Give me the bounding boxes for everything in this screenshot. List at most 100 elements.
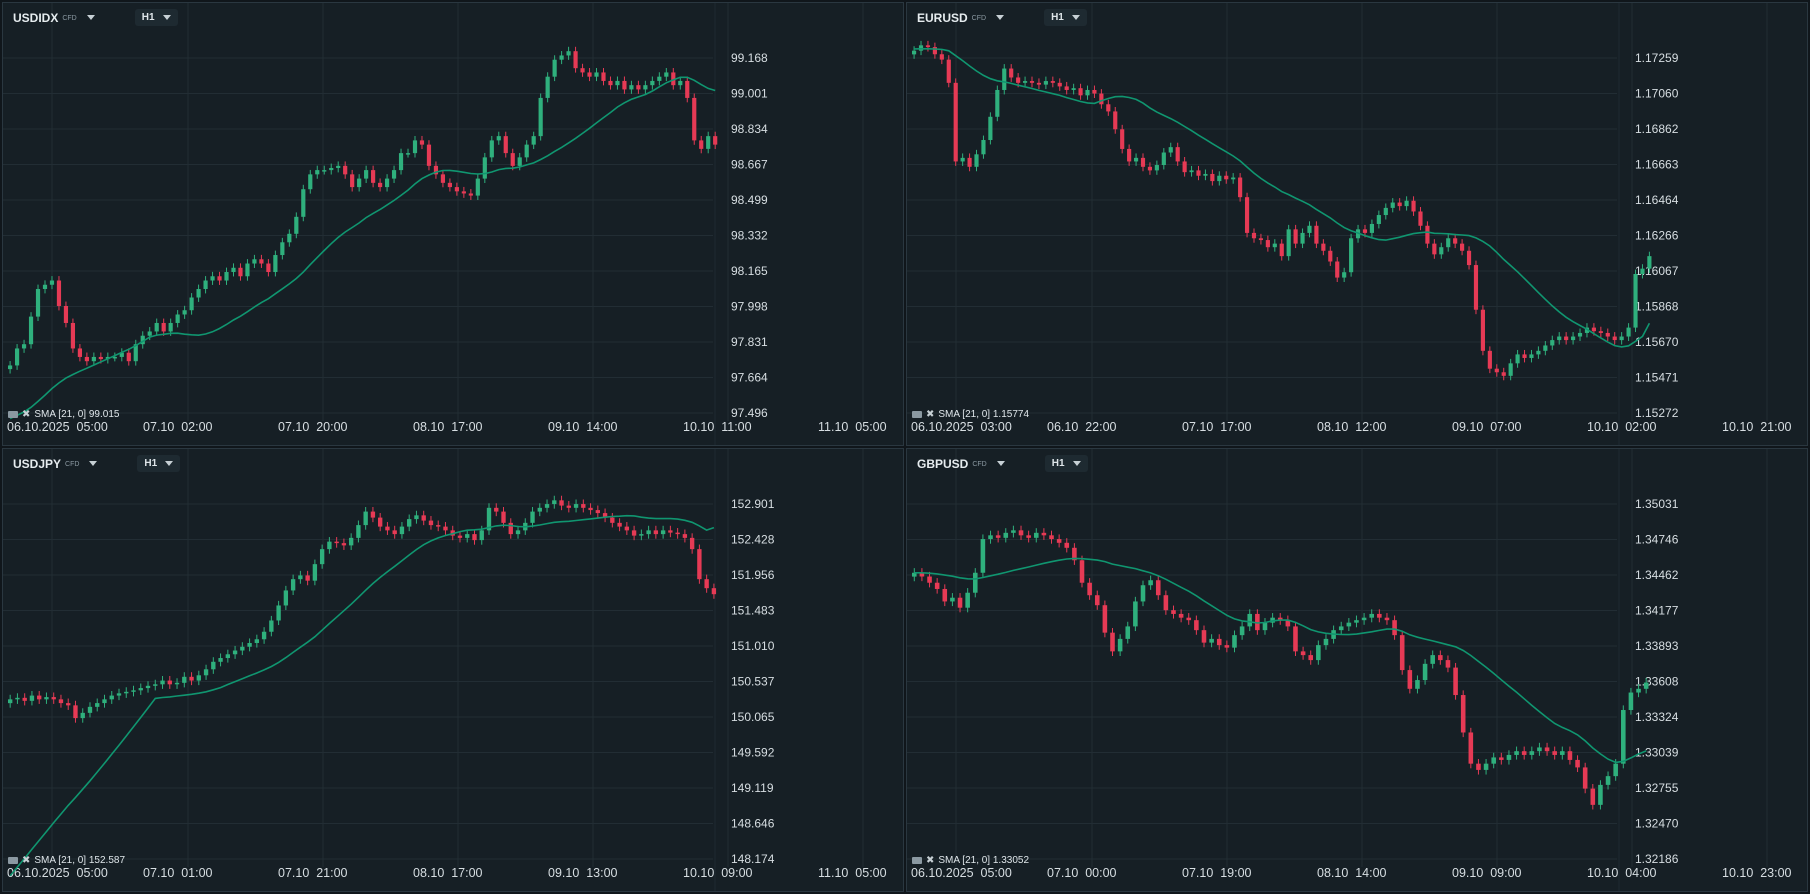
candle-down[interactable] [631, 530, 637, 536]
candle-down[interactable] [1194, 620, 1199, 631]
candle-down[interactable] [581, 504, 586, 508]
candle-down[interactable] [126, 352, 131, 362]
candle-up[interactable] [559, 55, 564, 60]
candle-up[interactable] [1605, 776, 1611, 785]
candle-down[interactable] [1018, 530, 1024, 536]
candle-down[interactable] [1362, 229, 1368, 233]
symbol-selector[interactable]: USDJPY CFD [13, 457, 98, 471]
candle-down[interactable] [503, 136, 508, 154]
candle-up[interactable] [283, 590, 289, 606]
candle-up[interactable] [1529, 751, 1535, 755]
candle-down[interactable] [1224, 175, 1229, 180]
candle-down[interactable] [510, 153, 515, 166]
candle-down[interactable] [1487, 350, 1492, 369]
candle-down[interactable] [426, 144, 432, 166]
candle-down[interactable] [1499, 757, 1504, 760]
candle-down[interactable] [378, 517, 383, 527]
indicator-icon[interactable] [8, 411, 18, 418]
candle-up[interactable] [1514, 751, 1519, 755]
candle-up[interactable] [1626, 327, 1631, 337]
candle-down[interactable] [566, 505, 571, 508]
candle-down[interactable] [1127, 148, 1132, 162]
candle-up[interactable] [615, 80, 620, 86]
candle-down[interactable] [1544, 747, 1550, 752]
candle-up[interactable] [80, 712, 85, 719]
candle-down[interactable] [1476, 763, 1481, 770]
candle-up[interactable] [308, 174, 313, 190]
candle-up[interactable] [1415, 680, 1420, 689]
candle-down[interactable] [685, 80, 690, 98]
candle-up[interactable] [391, 170, 397, 179]
candle-down[interactable] [636, 85, 641, 90]
candle-up[interactable] [1286, 229, 1291, 257]
candle-up[interactable] [517, 157, 522, 166]
candle-down[interactable] [1140, 157, 1146, 167]
candle-down[interactable] [266, 263, 271, 273]
candle-down[interactable] [1468, 732, 1474, 764]
candle-down[interactable] [1460, 695, 1466, 733]
candle-down[interactable] [957, 597, 963, 608]
candle-up[interactable] [412, 140, 418, 154]
candle-down[interactable] [617, 522, 622, 527]
candle-up[interactable] [1161, 152, 1166, 166]
candle-up[interactable] [329, 167, 334, 171]
candle-up[interactable] [1002, 68, 1007, 90]
close-icon[interactable]: ✖ [22, 855, 31, 866]
candle-up[interactable] [29, 695, 35, 701]
candle-up[interactable] [1003, 532, 1009, 538]
candle-up[interactable] [1217, 175, 1222, 182]
candle-up[interactable] [1508, 363, 1513, 376]
candle-down[interactable] [1453, 238, 1458, 244]
candle-up[interactable] [1231, 177, 1236, 180]
candle-up[interactable] [544, 504, 550, 508]
candle-up[interactable] [1247, 613, 1253, 627]
candle-down[interactable] [713, 136, 718, 145]
candle-down[interactable] [1328, 250, 1333, 262]
candle-up[interactable] [1598, 784, 1603, 805]
candle-down[interactable] [1377, 613, 1382, 618]
candle-up[interactable] [356, 525, 361, 538]
timeframe-selector[interactable]: H1 [134, 9, 178, 26]
candle-up[interactable] [664, 72, 669, 77]
candle-down[interactable] [56, 280, 62, 306]
candle-down[interactable] [334, 541, 339, 544]
candle-down[interactable] [1102, 605, 1108, 633]
candle-up[interactable] [91, 356, 96, 362]
candle-down[interactable] [1522, 354, 1527, 358]
candle-up[interactable] [1560, 751, 1565, 755]
candle-down[interactable] [1175, 147, 1180, 162]
candle-up[interactable] [407, 519, 412, 527]
candle-up[interactable] [1133, 157, 1139, 162]
candle-down[interactable] [927, 576, 932, 583]
candle-up[interactable] [112, 356, 117, 359]
candle-down[interactable] [624, 526, 630, 531]
candle-up[interactable] [1071, 88, 1076, 90]
candle-down[interactable] [925, 45, 931, 48]
candle-down[interactable] [1567, 751, 1573, 760]
candle-up[interactable] [1022, 81, 1028, 83]
candle-up[interactable] [974, 154, 979, 167]
candle-up[interactable] [363, 511, 368, 526]
candle-down[interactable] [1178, 613, 1184, 618]
candle-down[interactable] [573, 51, 578, 69]
candle-down[interactable] [1598, 331, 1603, 333]
candle-down[interactable] [934, 582, 940, 589]
candle-up[interactable] [294, 216, 299, 234]
candle-down[interactable] [343, 165, 348, 175]
candle-up[interactable] [109, 695, 114, 700]
candle-down[interactable] [1224, 645, 1230, 648]
candle-down[interactable] [1605, 332, 1610, 337]
candle-up[interactable] [538, 97, 543, 137]
candle-down[interactable] [217, 276, 222, 281]
candle-down[interactable] [1029, 81, 1035, 83]
candle-down[interactable] [559, 500, 564, 506]
candle-down[interactable] [73, 705, 78, 719]
candle-down[interactable] [1418, 211, 1423, 226]
candle-down[interactable] [84, 356, 89, 362]
candle-up[interactable] [414, 515, 419, 520]
candle-up[interactable] [660, 530, 666, 535]
symbol-selector[interactable]: EURUSD CFD [917, 11, 1005, 25]
symbol-selector[interactable]: USDIDX CFD [13, 11, 95, 25]
candle-up[interactable] [276, 605, 281, 621]
candle-up[interactable] [1506, 754, 1512, 760]
